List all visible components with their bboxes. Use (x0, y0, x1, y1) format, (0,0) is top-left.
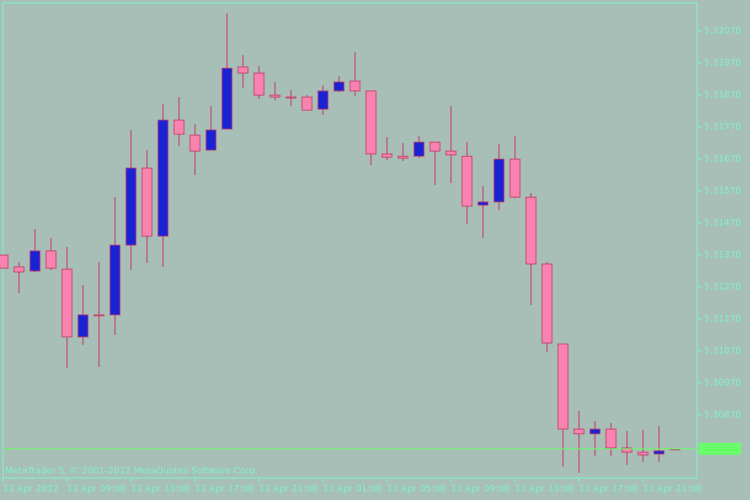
plot-frame (2, 2, 698, 479)
candle-body (653, 450, 665, 455)
candle-body (413, 141, 425, 157)
y-tick-label: 1.31470 (704, 219, 741, 229)
candle-body (77, 314, 89, 338)
y-tick-label: 1.30870 (704, 410, 741, 420)
candle-body (93, 314, 105, 317)
y-tick-label: 1.31870 (704, 91, 741, 101)
candle-body (189, 134, 201, 152)
x-tick-label: 12 Apr 09:00 (67, 485, 126, 495)
candle-body (365, 90, 377, 155)
x-tick-label: 13 Apr 17:00 (579, 485, 638, 495)
candle-body (445, 150, 457, 156)
copyright: MetaTrader 5, © 2001-2012 MetaQuotes Sof… (5, 467, 258, 477)
x-tick-label: 13 Apr 01:00 (323, 485, 382, 495)
candle-body (157, 119, 169, 237)
candle-body (301, 96, 313, 111)
x-tick-label: 12 Apr 13:00 (131, 485, 190, 495)
candle-body (637, 451, 649, 456)
candle-body (125, 167, 137, 246)
candle-body (205, 129, 217, 151)
x-tick-label: 13 Apr 09:00 (451, 485, 510, 495)
candle-body (269, 94, 281, 98)
candle-body (509, 158, 521, 198)
y-tick-label: 1.31970 (704, 59, 741, 69)
candle-body (221, 67, 233, 130)
y-tick-label: 1.31770 (704, 123, 741, 133)
candle-body (429, 141, 441, 152)
candle-body (285, 96, 297, 99)
x-tick-label: 13 Apr 21:00 (643, 485, 702, 495)
y-tick-label: 1.31070 (704, 347, 741, 357)
x-tick-label: 13 Apr 13:00 (515, 485, 574, 495)
candle-body (381, 153, 393, 158)
candle-body (45, 250, 57, 269)
candle-body (541, 263, 553, 344)
candle-body (0, 254, 9, 269)
x-tick-label: 12 Apr 21:00 (259, 485, 318, 495)
y-tick-label: 1.31270 (704, 283, 741, 293)
candle-body (525, 196, 537, 265)
y-tick-label: 1.31370 (704, 251, 741, 261)
candle-body (397, 155, 409, 159)
y-tick-label: 1.32070 (704, 27, 741, 37)
candle-body (173, 119, 185, 135)
candle-body (349, 80, 361, 92)
candle-body (253, 72, 265, 96)
x-tick-label: 12 Apr 2012 (3, 485, 59, 495)
candle-body (237, 66, 249, 74)
candle-body (605, 428, 617, 449)
y-tick-label: 1.30970 (704, 379, 741, 389)
candle-body (493, 158, 505, 203)
candle-body (621, 447, 633, 453)
candle-body (109, 244, 121, 316)
candle-body (477, 201, 489, 206)
candle-body (13, 266, 25, 273)
x-tick-label: 13 Apr 05:00 (387, 485, 446, 495)
candle-body (461, 155, 473, 207)
candle-body (317, 90, 329, 110)
candle-body (333, 81, 345, 92)
candle-body (29, 250, 41, 272)
candle-body (557, 343, 569, 430)
x-tick-label: 12 Apr 17:00 (195, 485, 254, 495)
y-tick-label: 1.31170 (704, 315, 741, 325)
bid-price-box (699, 442, 741, 455)
candle-body (589, 428, 601, 435)
candle-body (141, 167, 153, 237)
candle-body (61, 268, 73, 338)
candle-body (573, 428, 585, 435)
y-tick-label: 1.31570 (704, 187, 741, 197)
y-tick-label: 1.31670 (704, 155, 741, 165)
